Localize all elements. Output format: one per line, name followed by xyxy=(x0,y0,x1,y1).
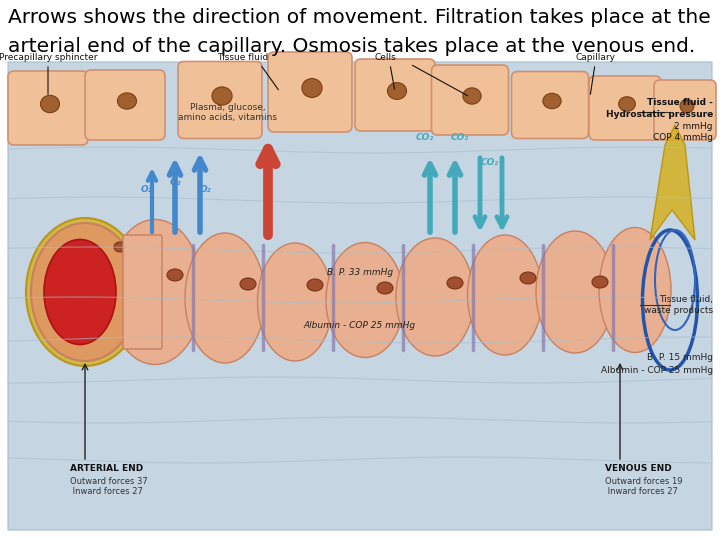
Text: Plasma, glucose,
amino acids, vitamins: Plasma, glucose, amino acids, vitamins xyxy=(179,103,277,122)
Ellipse shape xyxy=(520,272,536,284)
Text: Albumin - COP 25 mmHg: Albumin - COP 25 mmHg xyxy=(601,366,713,375)
FancyBboxPatch shape xyxy=(85,70,165,140)
FancyBboxPatch shape xyxy=(8,71,88,145)
Ellipse shape xyxy=(302,78,322,98)
Ellipse shape xyxy=(40,96,60,113)
Ellipse shape xyxy=(212,87,232,105)
Polygon shape xyxy=(650,125,695,240)
Ellipse shape xyxy=(463,88,481,104)
Text: CO₂: CO₂ xyxy=(451,133,469,142)
FancyBboxPatch shape xyxy=(589,76,661,140)
Ellipse shape xyxy=(599,227,671,353)
FancyBboxPatch shape xyxy=(431,65,508,135)
Ellipse shape xyxy=(26,218,144,366)
Text: ARTERIAL END: ARTERIAL END xyxy=(70,464,143,473)
FancyBboxPatch shape xyxy=(654,80,716,140)
Ellipse shape xyxy=(536,231,614,353)
Text: Tissue fluid -: Tissue fluid - xyxy=(647,98,713,107)
Text: B. P. 33 mmHg: B. P. 33 mmHg xyxy=(327,268,393,277)
Text: B. P. 15 mmHg: B. P. 15 mmHg xyxy=(647,353,713,362)
Text: COP 4 mmHg: COP 4 mmHg xyxy=(653,133,713,142)
Text: Tissue fluid: Tissue fluid xyxy=(217,53,269,62)
FancyBboxPatch shape xyxy=(268,52,352,132)
Text: Arrows shows the direction of movement. Filtration takes place at the: Arrows shows the direction of movement. … xyxy=(8,8,711,27)
FancyBboxPatch shape xyxy=(123,235,162,349)
Text: 2 mmHg: 2 mmHg xyxy=(675,122,713,131)
Ellipse shape xyxy=(107,219,202,364)
Text: Hydrostatic pressure: Hydrostatic pressure xyxy=(606,110,713,119)
Ellipse shape xyxy=(307,279,323,291)
Ellipse shape xyxy=(326,242,404,357)
Text: CO₂: CO₂ xyxy=(416,133,434,142)
FancyBboxPatch shape xyxy=(178,62,262,138)
Text: Outward forces 19
 Inward forces 27: Outward forces 19 Inward forces 27 xyxy=(605,477,683,496)
Ellipse shape xyxy=(543,93,561,109)
Ellipse shape xyxy=(396,238,474,356)
FancyBboxPatch shape xyxy=(511,71,588,138)
Ellipse shape xyxy=(592,276,608,288)
Text: arterial end of the capillary. Osmosis takes place at the venous end.: arterial end of the capillary. Osmosis t… xyxy=(8,37,696,56)
Ellipse shape xyxy=(680,99,694,113)
Ellipse shape xyxy=(185,233,265,363)
Ellipse shape xyxy=(114,242,126,252)
Ellipse shape xyxy=(387,83,407,99)
Text: Cells: Cells xyxy=(374,53,396,62)
Ellipse shape xyxy=(467,235,542,355)
Text: O₂: O₂ xyxy=(140,185,152,194)
Ellipse shape xyxy=(44,240,116,345)
Text: O₂: O₂ xyxy=(169,178,181,187)
Text: Tissue fluid,
waste products: Tissue fluid, waste products xyxy=(644,295,713,315)
Ellipse shape xyxy=(240,278,256,290)
Ellipse shape xyxy=(447,277,463,289)
Text: Albumin - COP 25 mmHg: Albumin - COP 25 mmHg xyxy=(304,321,416,330)
Text: VENOUS END: VENOUS END xyxy=(605,464,672,473)
Text: Capillary: Capillary xyxy=(575,53,615,62)
Ellipse shape xyxy=(117,93,137,109)
Ellipse shape xyxy=(31,223,139,361)
Text: Precapillary sphincter: Precapillary sphincter xyxy=(0,53,97,62)
Ellipse shape xyxy=(167,269,183,281)
Ellipse shape xyxy=(618,97,635,111)
Text: CO₂: CO₂ xyxy=(481,158,499,167)
Text: Outward forces 37
 Inward forces 27: Outward forces 37 Inward forces 27 xyxy=(70,477,148,496)
Text: O₂: O₂ xyxy=(200,185,212,194)
FancyBboxPatch shape xyxy=(8,62,712,530)
Ellipse shape xyxy=(377,282,393,294)
Ellipse shape xyxy=(258,243,333,361)
FancyBboxPatch shape xyxy=(355,59,435,131)
